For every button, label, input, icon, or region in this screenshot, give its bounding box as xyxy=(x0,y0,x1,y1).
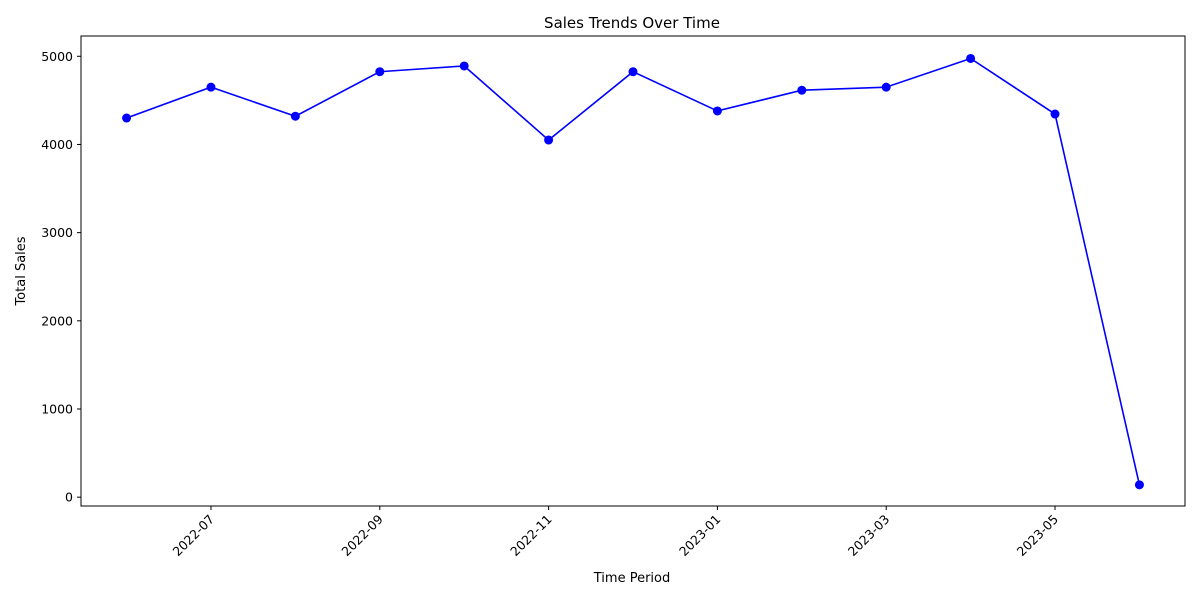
y-tick-label: 2000 xyxy=(41,313,73,328)
y-tick-label: 1000 xyxy=(41,402,73,417)
data-point xyxy=(628,67,638,77)
data-point xyxy=(290,111,300,121)
chart-title: Sales Trends Over Time xyxy=(544,14,720,32)
y-tick-label: 4000 xyxy=(41,137,73,152)
data-point xyxy=(966,53,976,63)
data-point xyxy=(1134,480,1144,490)
y-tick-label: 3000 xyxy=(41,225,73,240)
data-point xyxy=(797,85,807,95)
data-point xyxy=(544,135,554,145)
x-axis: 2022-07 2022-09 2022-11 2023-01 2023-03 2023-… xyxy=(170,506,1062,560)
data-point xyxy=(881,82,891,92)
plot-frame xyxy=(80,35,1186,507)
x-tick-label: 2022-11 xyxy=(507,512,555,560)
x-tick-label: 2023-05 xyxy=(1014,512,1062,560)
x-tick-label: 2022-07 xyxy=(170,512,218,560)
data-point xyxy=(206,82,216,92)
y-axis: 0 1000 2000 3000 4000 5000 xyxy=(41,49,81,505)
data-point xyxy=(1050,109,1060,119)
series-line xyxy=(126,57,1141,486)
y-axis-label: Total Sales xyxy=(14,236,29,306)
x-axis-label: Time Period xyxy=(593,571,670,586)
data-point xyxy=(459,61,469,71)
data-point xyxy=(712,106,722,116)
data-point xyxy=(122,113,132,123)
x-tick-label: 2023-01 xyxy=(676,512,724,560)
x-tick-label: 2023-03 xyxy=(845,512,893,560)
x-tick-label: 2022-09 xyxy=(338,511,386,559)
plot-area xyxy=(122,53,1144,490)
y-tick-label: 0 xyxy=(65,490,73,505)
data-point xyxy=(375,67,385,77)
y-tick-label: 5000 xyxy=(41,49,73,64)
